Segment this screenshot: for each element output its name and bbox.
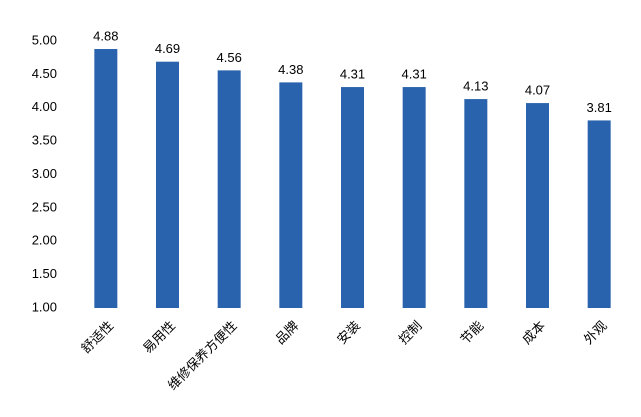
value-label: 4.31 <box>340 66 365 81</box>
value-label: 3.81 <box>587 100 612 115</box>
x-tick-label: 品牌 <box>272 318 301 347</box>
y-tick-label: 1.00 <box>32 299 57 314</box>
x-tick-label: 成本 <box>519 318 548 347</box>
bar <box>156 61 179 308</box>
bar <box>341 87 364 309</box>
value-label: 4.56 <box>217 50 242 65</box>
bar <box>464 99 488 308</box>
bar <box>587 120 611 309</box>
bar <box>217 70 241 309</box>
value-label: 4.13 <box>463 79 488 94</box>
y-tick-label: 3.50 <box>32 133 57 148</box>
x-tick-label: 安装 <box>334 318 363 347</box>
value-label: 4.31 <box>402 66 427 81</box>
x-tick-label: 控制 <box>396 318 425 347</box>
value-label: 4.88 <box>93 28 118 43</box>
value-label: 4.07 <box>525 83 550 98</box>
x-tick-label: 易用性 <box>140 318 178 356</box>
x-tick-label: 舒适性 <box>78 318 116 356</box>
y-tick-label: 4.00 <box>32 99 57 114</box>
y-tick-label: 5.00 <box>32 32 57 47</box>
bar <box>94 49 118 308</box>
bar <box>279 82 303 308</box>
y-tick-label: 1.50 <box>32 266 57 281</box>
value-label: 4.69 <box>155 41 180 56</box>
bar <box>526 103 549 308</box>
y-tick-label: 3.00 <box>32 166 57 181</box>
y-tick-label: 4.50 <box>32 66 57 81</box>
y-tick-label: 2.00 <box>32 233 57 248</box>
value-label: 4.38 <box>278 62 303 77</box>
bar <box>402 87 426 309</box>
y-tick-label: 2.50 <box>32 199 57 214</box>
x-tick-label: 外观 <box>581 318 610 347</box>
x-tick-label: 节能 <box>457 318 486 347</box>
